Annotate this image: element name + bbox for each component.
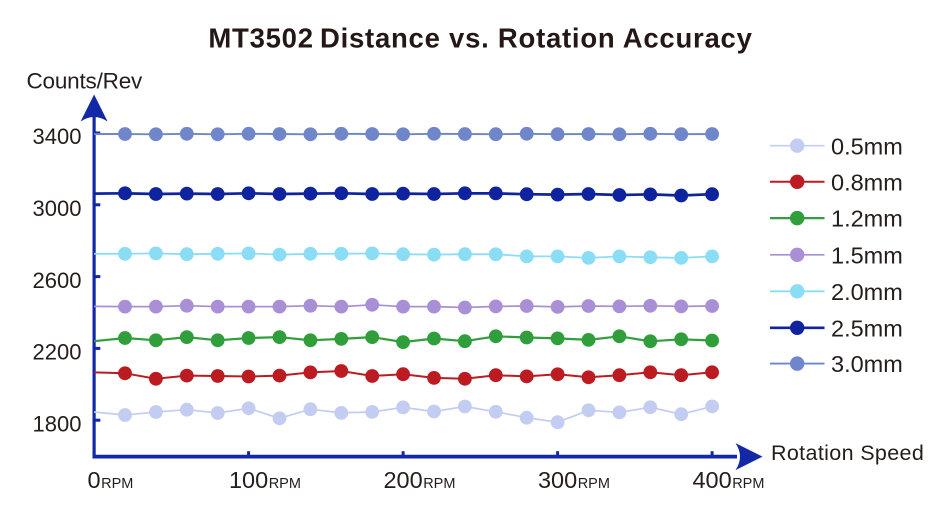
svg-text:1.2mm: 1.2mm <box>831 206 903 232</box>
svg-text:100: 100 <box>229 467 268 493</box>
svg-text:0.8mm: 0.8mm <box>831 169 903 195</box>
svg-text:0: 0 <box>88 467 101 493</box>
svg-text:1800: 1800 <box>33 411 82 436</box>
svg-text:Counts/Rev: Counts/Rev <box>27 69 144 94</box>
svg-text:MT3502 Distance vs. Rotation A: MT3502 Distance vs. Rotation Accuracy <box>208 23 752 54</box>
svg-text:300: 300 <box>538 467 577 493</box>
svg-text:3000: 3000 <box>33 196 82 221</box>
svg-text:0.5mm: 0.5mm <box>831 133 903 159</box>
svg-text:RPM: RPM <box>101 476 133 492</box>
svg-text:3400: 3400 <box>33 124 82 149</box>
svg-text:RPM: RPM <box>423 476 455 492</box>
svg-text:400: 400 <box>692 467 731 493</box>
svg-text:1.5mm: 1.5mm <box>831 242 903 268</box>
svg-text:2.0mm: 2.0mm <box>831 279 903 305</box>
svg-text:2.5mm: 2.5mm <box>831 315 903 341</box>
svg-text:200: 200 <box>383 467 422 493</box>
svg-text:3.0mm: 3.0mm <box>831 351 903 377</box>
svg-text:RPM: RPM <box>578 476 610 492</box>
svg-text:RPM: RPM <box>269 476 301 492</box>
svg-text:2600: 2600 <box>33 268 82 293</box>
svg-text:RPM: RPM <box>732 476 764 492</box>
svg-text:2200: 2200 <box>33 340 82 365</box>
svg-text:Rotation Speed: Rotation Speed <box>771 441 924 465</box>
